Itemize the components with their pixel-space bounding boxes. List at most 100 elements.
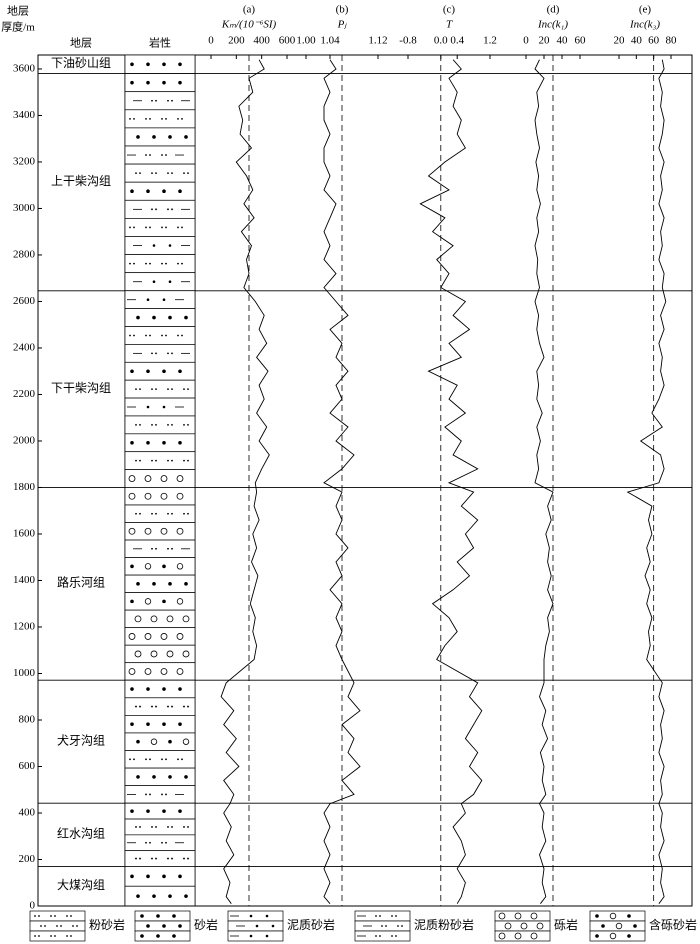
lithology-symbol: [514, 932, 522, 940]
lithology-symbol: [162, 189, 166, 194]
lithology-symbol: [60, 925, 62, 927]
lithology-symbol: [135, 388, 137, 391]
data-curve: [626, 59, 667, 904]
lithology-symbol: [128, 475, 136, 482]
lithology-symbol: [162, 405, 166, 409]
lithology-symbol: [152, 315, 156, 320]
x-tick-label: 60: [648, 35, 660, 47]
lithology-symbol: [139, 172, 141, 175]
lithology-symbol: [172, 934, 176, 938]
lithology-symbol: [151, 352, 153, 355]
panel-title: (a): [243, 4, 256, 16]
lithology-symbol: [162, 924, 166, 928]
lithology-symbol: [146, 62, 150, 67]
lithology-symbol: [145, 334, 147, 337]
lithology-symbol: [171, 352, 173, 355]
lithology-symbol: [166, 650, 174, 658]
lithology-symbol: [165, 262, 167, 265]
lithology-symbol: [151, 705, 153, 708]
x-tick-label: 1.04: [320, 35, 340, 47]
lithology-symbol: [151, 99, 153, 102]
lithology-symbol: [162, 369, 166, 374]
legend-cell: [227, 930, 284, 942]
lithology-symbol: [76, 925, 78, 927]
lithology-symbol: [401, 925, 403, 927]
lithology-symbol: [184, 775, 188, 779]
lithology-symbol: [379, 915, 381, 917]
x-tick-label: 400: [253, 35, 270, 47]
lithology-symbol: [149, 793, 151, 796]
lithology-symbol: [66, 915, 68, 917]
lithology-symbol: [498, 912, 506, 920]
lithology-cell: [124, 802, 196, 820]
lithology-cell: [124, 715, 196, 734]
lithology-symbol: [129, 226, 131, 229]
legend-label: 粉砂岩: [89, 917, 125, 932]
legend-cell: [494, 930, 551, 942]
lithology-symbol: [167, 547, 169, 550]
x-axis-label: Pⱼ: [337, 19, 348, 31]
formation-label: 下干柴沟组: [51, 381, 111, 395]
lithology-symbol: [176, 668, 184, 675]
lithology-symbol: [391, 915, 393, 917]
lithology-symbol: [149, 117, 151, 120]
lithology-header: 岩性: [149, 36, 171, 50]
lithology-symbol: [149, 262, 151, 265]
lithology-symbol: [139, 857, 141, 860]
lithology-symbol: [155, 459, 157, 462]
lithology-symbol: [144, 598, 152, 605]
lithology-symbol: [129, 117, 131, 120]
lithology-symbol: [146, 80, 150, 85]
lithology-symbol: [167, 352, 169, 355]
lithology-symbol: [144, 668, 152, 675]
lithology-symbol: [171, 172, 173, 175]
lithology-symbol: [187, 172, 189, 175]
lithology-symbol: [177, 758, 179, 761]
lithology-cell: [124, 609, 196, 629]
y-tick-label: 3600: [13, 62, 36, 74]
lithology-symbol: [162, 874, 166, 879]
lithology-symbol: [265, 914, 269, 918]
lithology-symbol: [168, 894, 172, 898]
lithology-symbol: [149, 154, 151, 156]
lithology-cell: [124, 557, 196, 576]
lithology-symbol: [144, 492, 152, 500]
lithology-symbol: [187, 705, 189, 708]
x-tick-label: 1.2: [483, 35, 497, 47]
lithology-symbol: [160, 633, 168, 640]
lithology-symbol: [171, 423, 173, 426]
lithology-symbol: [135, 857, 137, 860]
lithology-symbol: [139, 512, 141, 515]
lithology-symbol: [167, 99, 169, 102]
lithology-symbol: [128, 527, 136, 535]
lithology-symbol: [183, 512, 185, 515]
lithology-symbol: [56, 925, 58, 927]
lithology-symbol: [151, 388, 153, 391]
y-tick-label: 3400: [13, 109, 36, 121]
lithology-symbol: [34, 935, 36, 937]
lithology-symbol: [167, 459, 169, 462]
lithology-symbol: [146, 405, 150, 409]
lithology-symbol: [160, 492, 168, 500]
lithology-symbol: [145, 793, 147, 796]
lithology-symbol: [160, 527, 168, 535]
lithology-symbol: [167, 512, 169, 515]
lithology-symbol: [144, 563, 152, 570]
lithology-symbol: [149, 334, 151, 337]
lithology-symbol: [176, 527, 184, 535]
x-tick-label: 40: [557, 35, 569, 47]
lithology-symbol: [271, 924, 275, 928]
lithology-symbol: [130, 874, 134, 879]
lithology-symbol: [162, 599, 166, 604]
lithology-symbol: [183, 172, 185, 175]
x-axis-label: Inc(k₃): [629, 19, 660, 31]
lithology-symbol: [135, 423, 137, 426]
lithology-symbol: [172, 914, 176, 918]
legend-cell: [494, 910, 551, 922]
x-tick-label: 0.0: [434, 35, 448, 47]
lithology-symbol: [144, 633, 152, 640]
lithology-symbol: [150, 650, 158, 658]
lithology-symbol: [66, 935, 68, 937]
depth-title: 地层: [7, 5, 29, 18]
lithology-symbol: [155, 826, 157, 828]
